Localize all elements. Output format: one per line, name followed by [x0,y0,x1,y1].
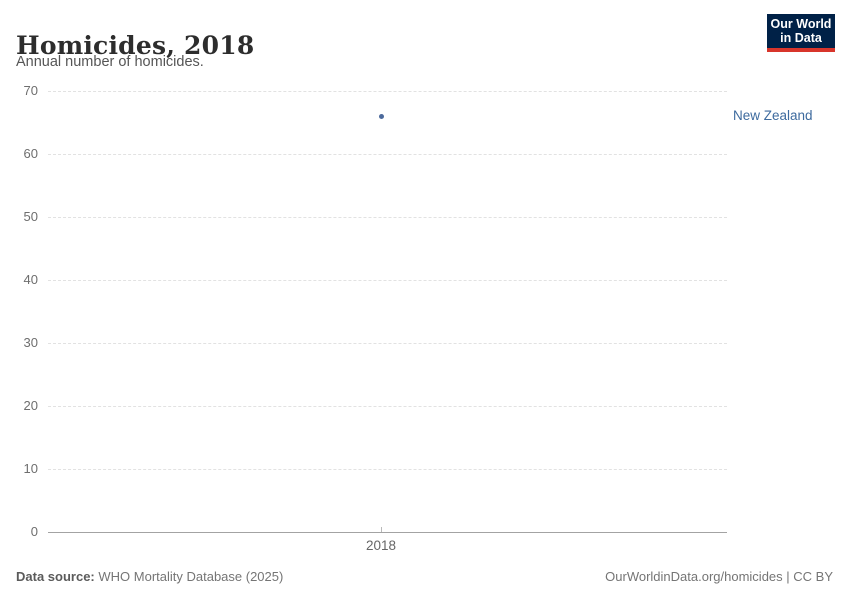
owid-logo-line1: Our World [770,17,832,31]
datapoint-new-zealand-2018[interactable] [378,113,384,119]
gridline-y30 [48,342,727,344]
y-tick-label-0: 0 [30,524,38,539]
chart-title: Homicides, 2018 [16,30,255,60]
data-source-value: WHO Mortality Database (2025) [98,568,284,584]
gridline-y50 [48,216,727,218]
gridline-y40 [48,279,727,281]
owid-logo-line2: in Data [780,31,822,45]
chart-footer: Data source: WHO Mortality Database (202… [16,567,833,585]
owid-logo[interactable]: Our World in Data [767,14,835,52]
y-tick-label-50: 50 [23,209,38,224]
x-axis-line [48,531,727,533]
gridline-y70 [48,90,727,92]
y-tick-label-20: 20 [23,398,38,413]
y-tick-label-10: 10 [23,461,38,476]
x-tick-label-2018: 2018 [365,538,397,553]
x-tick-mark-2018 [381,527,382,532]
data-source-note: Data source: WHO Mortality Database (202… [16,569,283,584]
y-tick-label-70: 70 [23,83,38,98]
gridline-y10 [48,468,727,470]
gridline-y60 [48,153,727,155]
y-tick-label-30: 30 [23,335,38,350]
y-tick-label-60: 60 [23,146,38,161]
y-tick-label-40: 40 [23,272,38,287]
chart-subtitle: Annual number of homicides. [16,54,204,70]
data-source-label: Data source: [16,568,95,584]
entity-label-new-zealand[interactable]: New Zealand [733,108,813,124]
owid-credit-link[interactable]: OurWorldinData.org/homicides | CC BY [605,568,833,584]
gridline-y20 [48,405,727,407]
